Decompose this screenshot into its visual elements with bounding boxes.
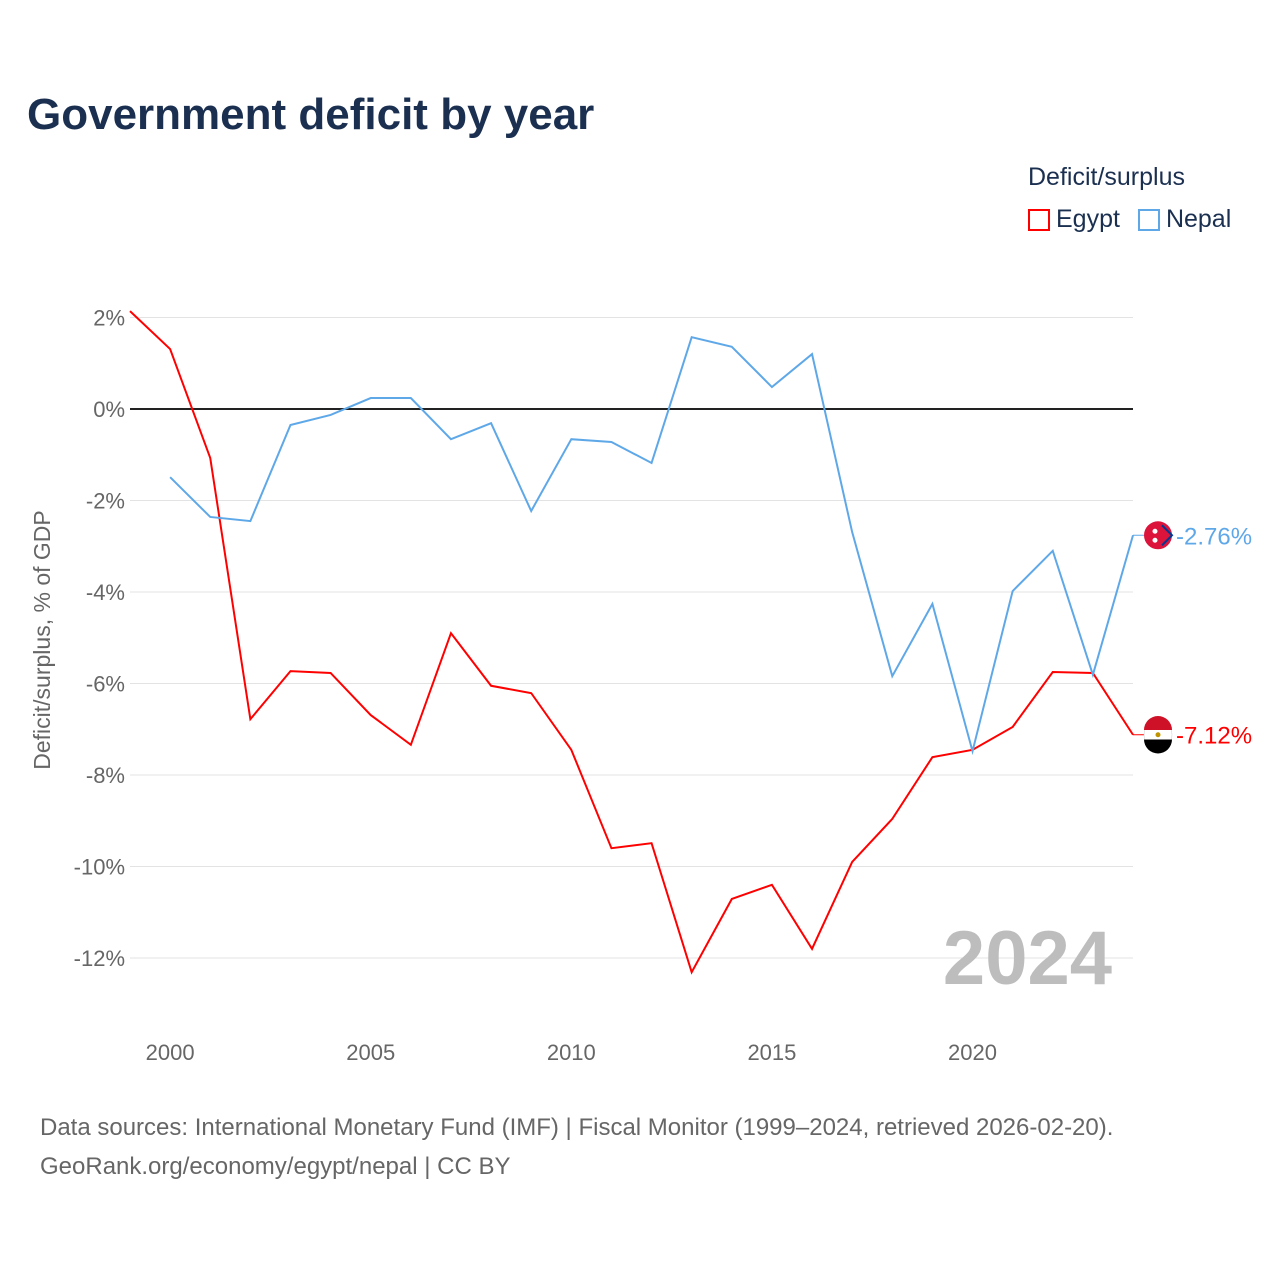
y-tick-label: -4% [86,580,125,605]
footer: Data sources: International Monetary Fun… [40,1108,1113,1186]
legend-item-nepal[interactable]: Nepal [1137,205,1232,234]
egypt-flag-red [1144,716,1172,731]
legend-item-egypt[interactable]: Egypt [1028,205,1120,234]
y-tick-label: -10% [74,855,125,880]
egypt-flag-black [1144,739,1172,754]
year-watermark: 2024 [943,916,1112,1001]
x-tick-label: 2005 [346,1040,395,1065]
nepal-flag-sun [1152,537,1158,543]
legend-label-egypt: Egypt [1056,205,1120,233]
x-tick-label: 2000 [146,1040,195,1065]
footer-sources: Data sources: International Monetary Fun… [40,1114,1114,1141]
y-tick-label: -6% [86,672,125,697]
x-tick-label: 2010 [547,1040,596,1065]
nepal-flag-border [1161,524,1174,546]
x-tick-label: 2015 [747,1040,796,1065]
nepal-flag-icon [1144,521,1172,550]
legend-swatch-egypt [1028,208,1050,231]
end-label-egypt: -7.12% [1176,723,1252,750]
y-tick-label: -12% [74,946,125,971]
egypt-flag-eagle [1155,732,1161,738]
y-axis-label: Deficit/surplus, % of GDP [29,510,55,769]
x-tick-label: 2020 [948,1040,997,1065]
legend-title: Deficit/surplus [1028,163,1185,191]
y-tick-label: 0% [93,397,125,422]
nepal-flag-moon [1152,528,1158,534]
legend-label-nepal: Nepal [1165,205,1232,233]
series-line-egypt [129,310,1134,975]
chart-title: Government deficit by year [27,90,595,139]
y-tick-label: -8% [86,763,125,788]
y-tick-label: 2% [93,306,125,331]
legend: Egypt Nepal [1028,205,1231,234]
series-line-nepal [169,335,1134,756]
y-tick-label: -2% [86,489,125,514]
footer-link[interactable]: GeoRank.org/economy/egypt/nepal | CC BY [40,1153,511,1180]
legend-swatch-nepal [1137,208,1160,231]
end-label-nepal: -2.76% [1176,523,1252,550]
